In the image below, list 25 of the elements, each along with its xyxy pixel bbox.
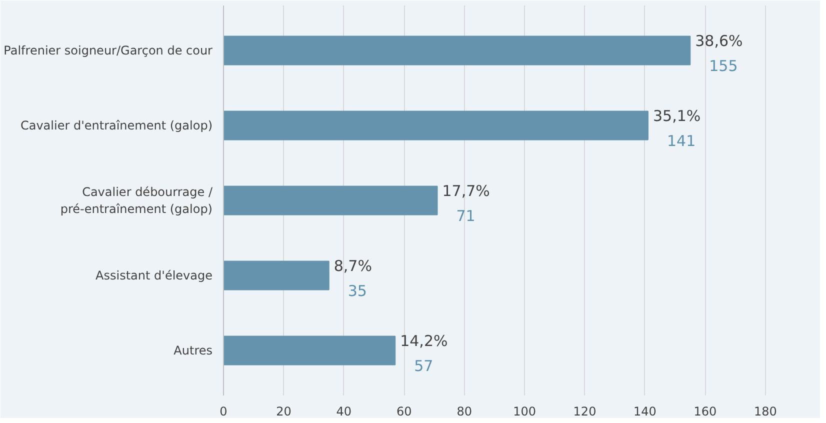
y-tick-label: Cavalier débourrage / pré-entraînement (galop) [60,185,214,216]
bar [224,110,648,140]
bar [224,36,691,66]
x-tick-label: 140 [634,404,656,418]
y-tick-label: Assistant d'élevage [96,268,212,282]
x-tick-label: 80 [456,404,472,418]
y-tick-label: Palfrenier soigneur/Garçon de cour [4,44,213,58]
x-tick-label: 120 [573,404,596,418]
bar [224,336,396,366]
text: 35,1% 141 [652,106,701,150]
text: 14,2% 57 [400,332,448,375]
text: 8,7% 35 [334,256,372,300]
text: 38,6% 155 [695,32,743,75]
bar [224,260,330,290]
x-tick-label: 60 [396,404,412,418]
x-tick-label: 20 [276,404,292,418]
x-tick-label: 180 [754,404,777,418]
x-tick-label: 160 [694,404,717,418]
text: 17,7% 71 [442,182,490,225]
x-tick-label: 100 [513,404,536,418]
y-tick-label: Autres [174,344,213,358]
x-tick-label: 0 [220,404,228,418]
bar [224,186,438,216]
y-tick-label: Cavalier d'entraînement (galop) [20,118,212,132]
x-tick-label: 40 [336,404,352,418]
